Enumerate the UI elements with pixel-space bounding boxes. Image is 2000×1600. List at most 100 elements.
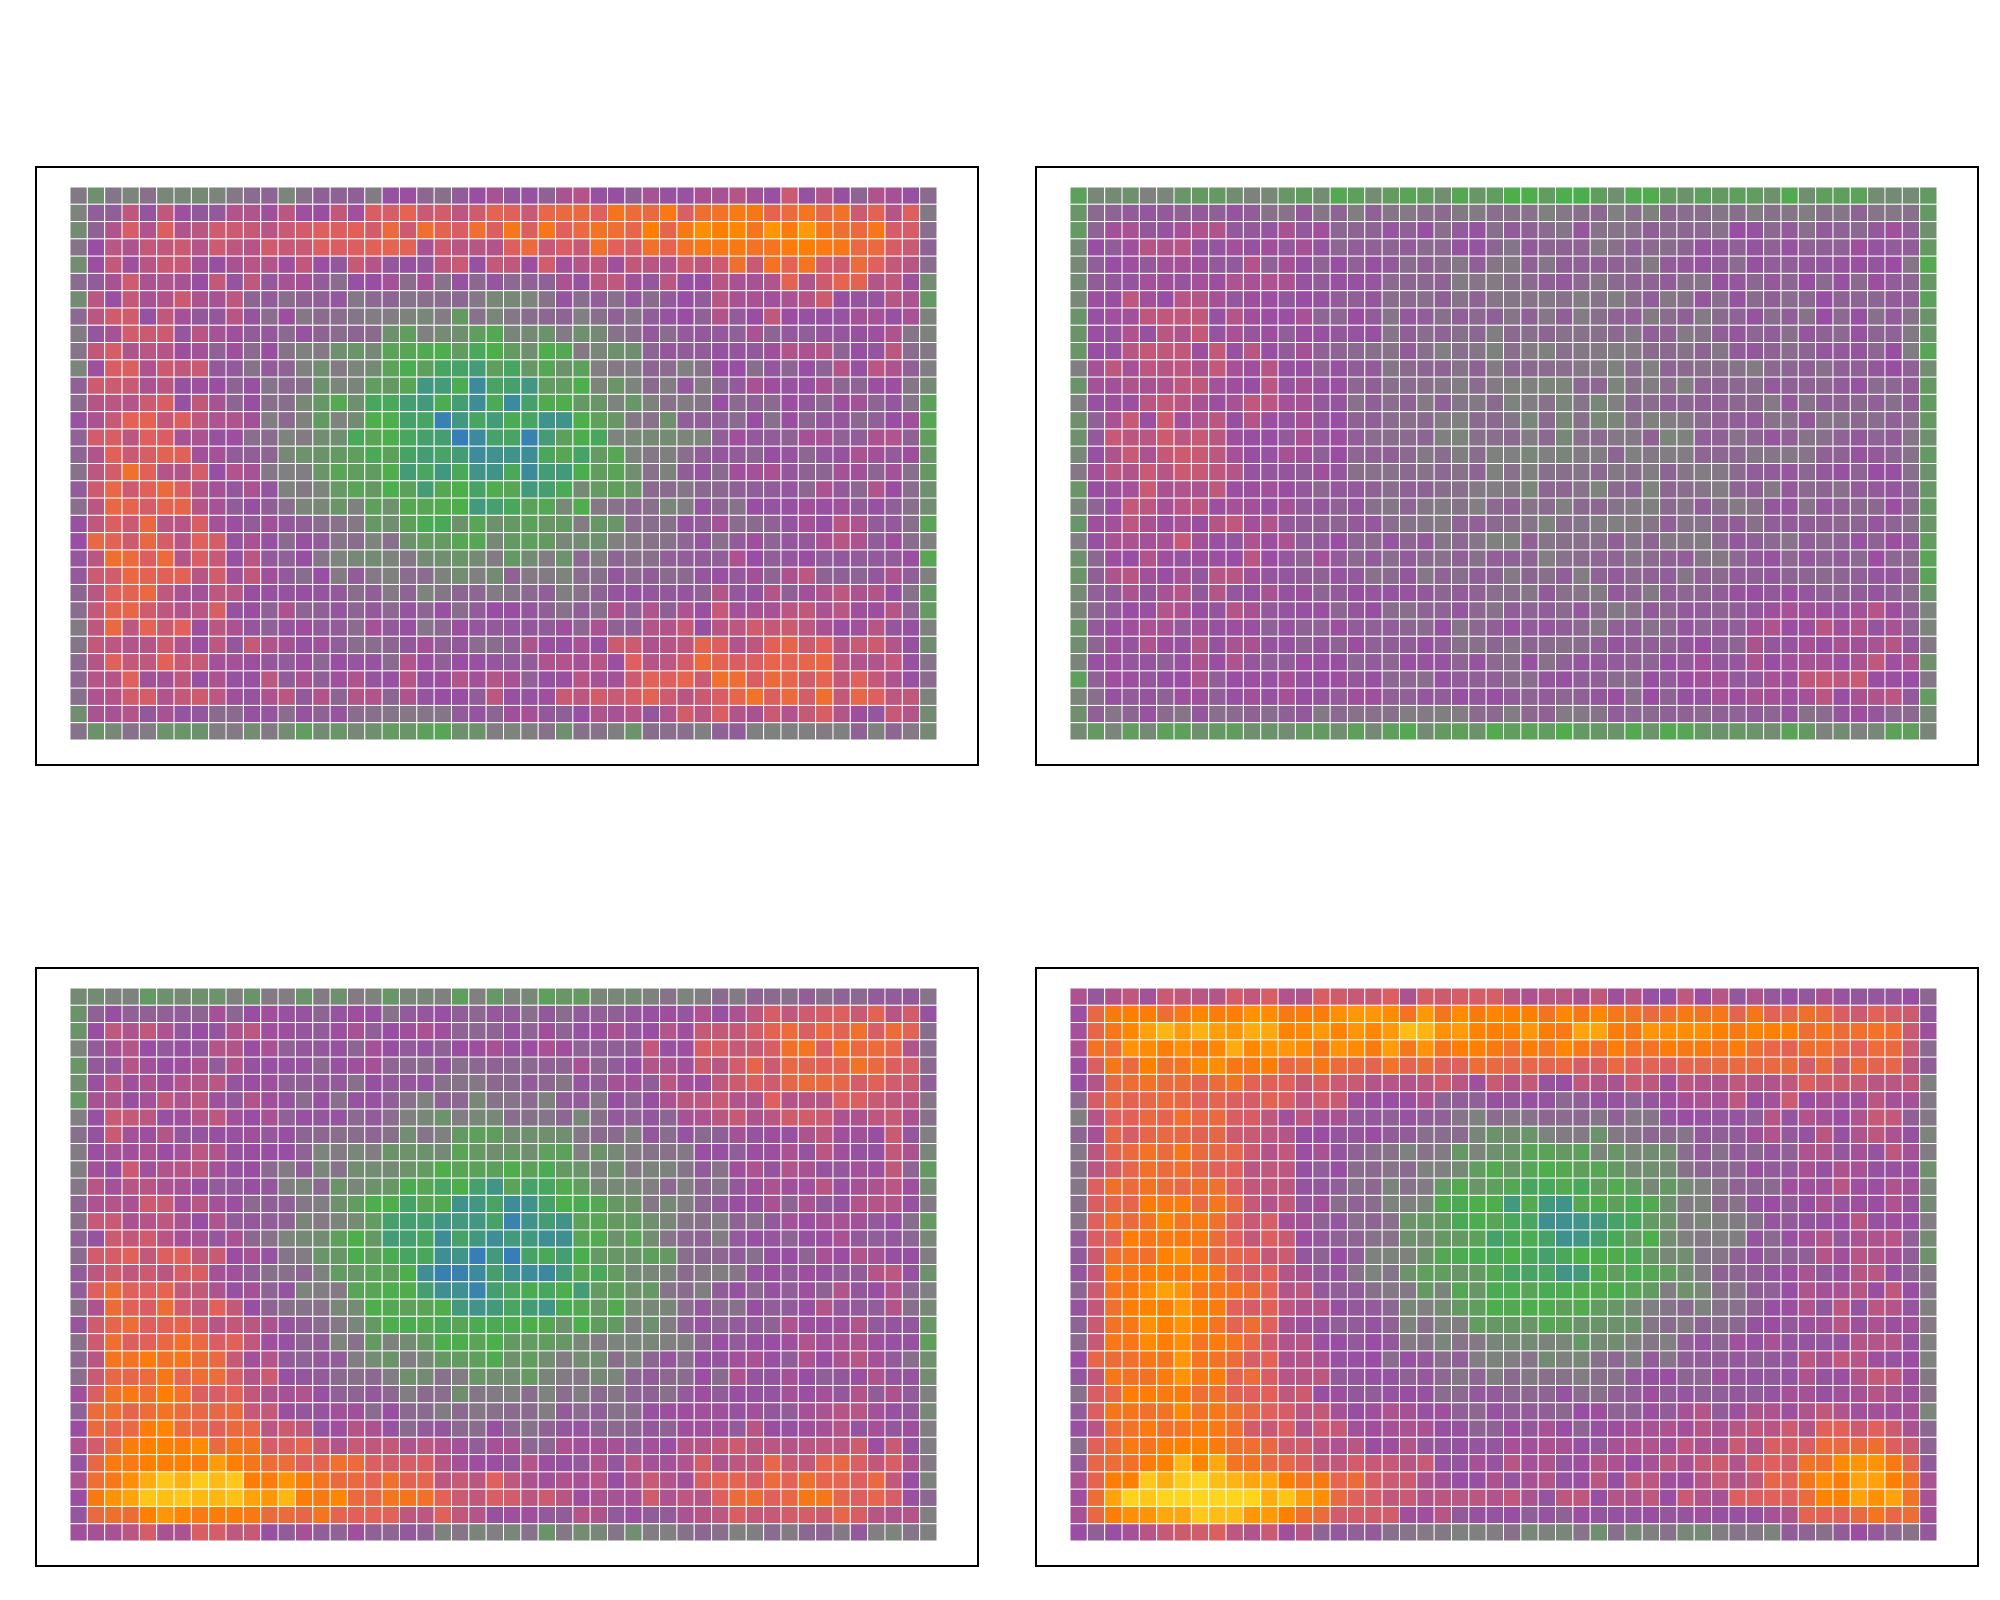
heatmap-cell (641, 1419, 661, 1438)
heatmap-cell (1503, 687, 1522, 706)
heatmap-cell (1156, 601, 1175, 620)
heatmap-cell (832, 290, 851, 309)
heatmap-cell (416, 1125, 435, 1145)
heatmap-cell (624, 1160, 643, 1179)
heatmap-cell (173, 1436, 192, 1456)
heatmap-cell (1832, 1004, 1851, 1024)
heatmap-cell (364, 987, 383, 1006)
heatmap-cell (329, 221, 348, 240)
heatmap-cell (156, 255, 175, 274)
heatmap-cell (1121, 618, 1140, 637)
heatmap-cell (1676, 532, 1695, 551)
heatmap-cell (1381, 238, 1400, 257)
heatmap-cell (503, 359, 522, 378)
heatmap-cell (242, 359, 262, 378)
heatmap-cell (1069, 497, 1088, 516)
heatmap-cell (1069, 687, 1088, 706)
heatmap-cell (312, 272, 331, 292)
heatmap-cell (832, 1212, 851, 1231)
heatmap-cell (381, 1350, 400, 1369)
heatmap-cell (104, 1160, 123, 1179)
heatmap-cell (1104, 566, 1123, 585)
heatmap-cell (1693, 1039, 1713, 1058)
heatmap-cell (624, 1419, 643, 1438)
heatmap-cell (121, 566, 140, 585)
heatmap-cell (1312, 411, 1331, 430)
heatmap-cell (537, 1143, 557, 1162)
heatmap-cell (329, 1177, 348, 1196)
heatmap-cell (416, 1523, 435, 1542)
heatmap-cell (797, 1091, 817, 1110)
heatmap-cell (780, 307, 799, 326)
heatmap-cell (1537, 497, 1557, 516)
heatmap-cell (1919, 653, 1938, 672)
heatmap-cell (1086, 221, 1106, 240)
heatmap-cell (1693, 1022, 1713, 1041)
heatmap-cell (711, 1143, 730, 1162)
heatmap-cell (1815, 376, 1834, 395)
heatmap-cell (485, 221, 505, 240)
heatmap-cell (1676, 324, 1695, 344)
heatmap-cell (867, 463, 886, 482)
heatmap-cell (1364, 428, 1383, 447)
heatmap-cell (797, 722, 817, 741)
heatmap-cell (1381, 393, 1400, 413)
heatmap-cell (121, 1315, 140, 1335)
heatmap-cell (1589, 601, 1609, 620)
heatmap-cell (1520, 480, 1539, 499)
heatmap-cell (676, 480, 695, 499)
heatmap-cell (849, 1419, 869, 1438)
heatmap-cell (294, 722, 314, 741)
heatmap-cell (901, 1056, 921, 1075)
heatmap-cell (242, 1177, 262, 1196)
heatmap-cell (364, 1004, 383, 1024)
heatmap-cell (1901, 186, 1921, 205)
heatmap-cell (1589, 618, 1609, 637)
heatmap-cell (1069, 566, 1088, 585)
heatmap-cell (398, 1454, 418, 1473)
heatmap-cell (815, 324, 834, 344)
heatmap-cell (815, 290, 834, 309)
heatmap-cell (832, 1177, 851, 1196)
heatmap-cell (832, 1264, 851, 1283)
heatmap-cell (1329, 549, 1348, 568)
heatmap-cell (69, 1315, 88, 1335)
heatmap-cell (572, 1212, 591, 1231)
heatmap-cell (832, 359, 851, 378)
heatmap-cell (503, 1004, 522, 1024)
heatmap-cell (780, 1091, 799, 1110)
heatmap-cell (364, 687, 383, 706)
heatmap-cell (1346, 514, 1366, 534)
heatmap-cell (503, 532, 522, 551)
heatmap-cell (398, 1281, 418, 1300)
heatmap-cell (416, 445, 435, 465)
heatmap-cell (1138, 635, 1158, 655)
heatmap-cell (1901, 255, 1921, 274)
heatmap-cell (1294, 1022, 1314, 1041)
heatmap-cell (884, 1436, 903, 1456)
heatmap-cell (503, 393, 522, 413)
heatmap-cell (589, 1056, 609, 1075)
heatmap-cell (86, 1402, 106, 1421)
heatmap-cell (1503, 497, 1522, 516)
heatmap-cell (1693, 238, 1713, 257)
heatmap-cell (1520, 618, 1539, 637)
heatmap-cell (797, 1333, 817, 1352)
heatmap-cell (537, 480, 557, 499)
heatmap-cell (1416, 1022, 1435, 1041)
heatmap-cell (468, 445, 487, 465)
heatmap-cell (173, 601, 192, 620)
heatmap-cell (1069, 445, 1088, 465)
heatmap-cell (849, 359, 869, 378)
heatmap-cell (1884, 393, 1903, 413)
heatmap-cell (919, 1143, 938, 1162)
heatmap-cell (1416, 255, 1435, 274)
heatmap-cell (138, 1177, 158, 1196)
heatmap-cell (277, 1384, 296, 1404)
heatmap-cell (1659, 532, 1678, 551)
heatmap-cell (416, 411, 435, 430)
heatmap-cell (1520, 514, 1539, 534)
heatmap-cell (398, 704, 418, 724)
heatmap-cell (364, 618, 383, 637)
heatmap-cell (1208, 376, 1227, 395)
